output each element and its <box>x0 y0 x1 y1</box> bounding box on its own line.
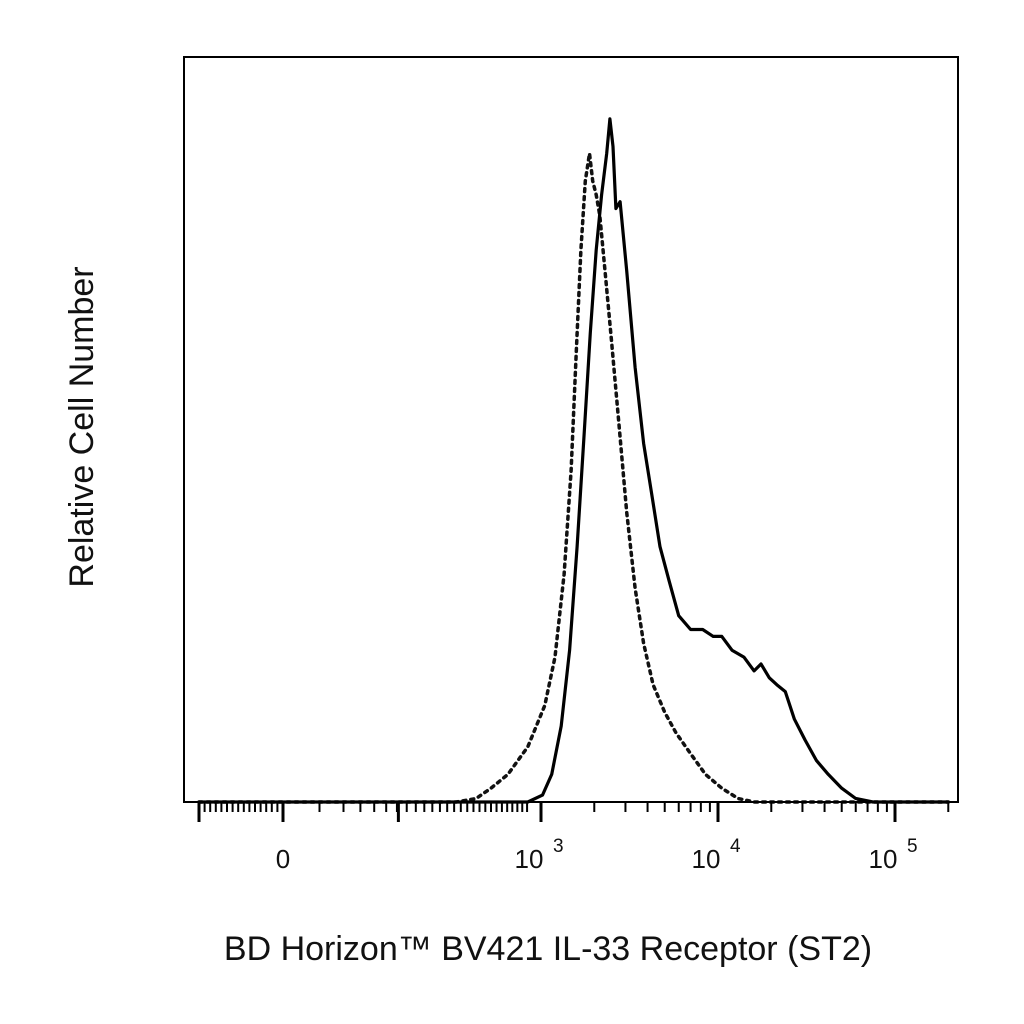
x-axis-major-ticks <box>197 802 897 822</box>
solid-histogram-series <box>197 117 950 804</box>
x-axis-tick-exponent: 5 <box>907 836 918 857</box>
x-axis-title: BD Horizon™ BV421 IL-33 Receptor (ST2) <box>224 930 872 968</box>
y-axis-title: Relative Cell Number <box>63 266 101 587</box>
x-axis-tick-label: 10 <box>515 844 544 874</box>
plot-frame <box>183 56 959 803</box>
x-axis-minor-ticks <box>203 802 950 812</box>
dotted-histogram-series <box>197 151 951 804</box>
x-axis-tick-exponent: 3 <box>553 836 564 857</box>
x-axis-tick-label: 0 <box>276 844 290 874</box>
x-axis-tick-labels: 0 10 3 10 4 10 5 <box>276 836 918 874</box>
x-axis-tick-label: 10 <box>692 844 721 874</box>
plot-lines <box>197 117 951 804</box>
x-axis-tick-exponent: 4 <box>730 836 741 857</box>
x-axis-tick-label: 10 <box>869 844 898 874</box>
